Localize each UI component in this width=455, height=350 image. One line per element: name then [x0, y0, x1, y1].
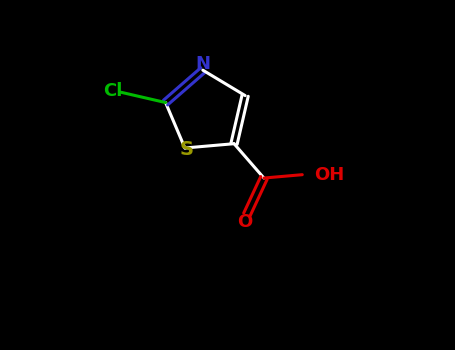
Text: N: N	[195, 55, 210, 73]
Text: Cl: Cl	[103, 82, 122, 100]
Text: OH: OH	[314, 166, 344, 184]
Text: O: O	[238, 213, 253, 231]
Text: S: S	[180, 140, 194, 159]
